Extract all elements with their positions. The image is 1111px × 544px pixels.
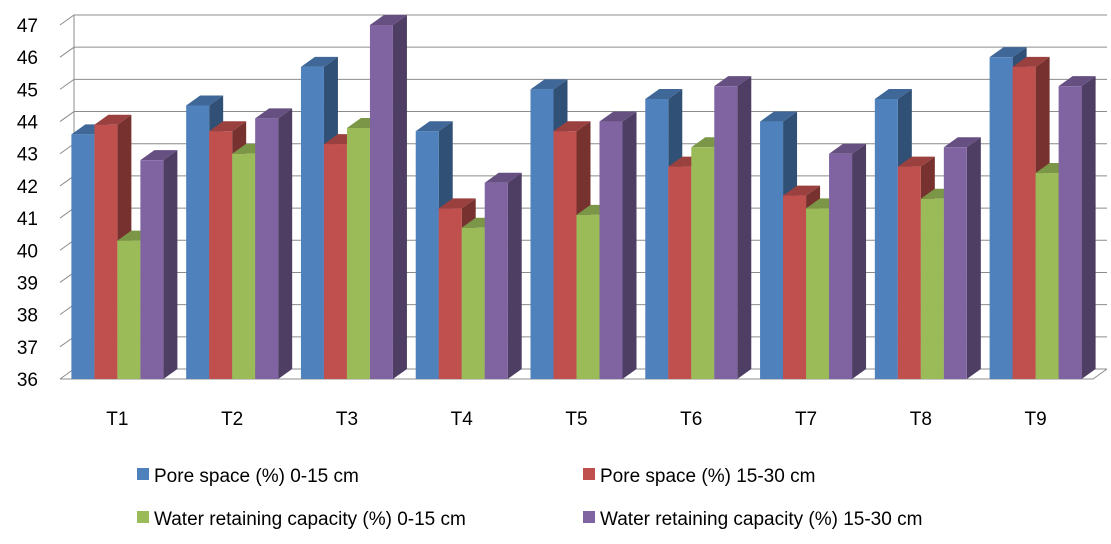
legend-item: Water retaining capacity (%) 0-15 cm bbox=[137, 509, 466, 530]
bar bbox=[714, 76, 752, 380]
gridline bbox=[59, 46, 1107, 58]
y-tick-label: 41 bbox=[17, 209, 38, 230]
bar bbox=[255, 108, 293, 379]
x-tick-label: T8 bbox=[910, 409, 932, 430]
floor-edge bbox=[60, 368, 1108, 380]
bar bbox=[829, 143, 867, 379]
x-tick-label: T9 bbox=[1025, 409, 1047, 430]
bar bbox=[140, 150, 178, 379]
y-tick-label: 37 bbox=[17, 338, 38, 359]
x-tick-label: T7 bbox=[795, 409, 817, 430]
legend-label: Pore space (%) 0-15 cm bbox=[154, 466, 359, 487]
y-tick-label: 38 bbox=[17, 306, 38, 327]
gridline bbox=[59, 14, 1107, 26]
y-axis-ticks: 36 37 38 39 40 41 42 43 44 45 46 47 bbox=[17, 16, 39, 391]
bar bbox=[599, 111, 637, 379]
y-tick-label: 36 bbox=[17, 370, 38, 391]
y-tick-label: 40 bbox=[17, 241, 38, 262]
legend-swatch bbox=[137, 468, 149, 480]
legend-item: Water retaining capacity (%) 15-30 cm bbox=[583, 509, 922, 530]
x-tick-label: T4 bbox=[451, 409, 474, 430]
x-tick-label: T5 bbox=[565, 409, 587, 430]
y-tick-label: 42 bbox=[17, 177, 38, 198]
bar bbox=[943, 137, 981, 379]
x-axis-ticks: T1 T2 T3 T4 T5 T6 T7 T8 T9 bbox=[106, 409, 1046, 430]
x-tick-label: T2 bbox=[221, 409, 243, 430]
gridline bbox=[59, 78, 1107, 90]
y-tick-label: 43 bbox=[17, 145, 38, 166]
y-tick-label: 45 bbox=[17, 80, 38, 101]
y-tick-label: 39 bbox=[17, 273, 38, 294]
y-tick-label: 44 bbox=[17, 113, 39, 134]
legend-swatch bbox=[583, 511, 595, 523]
x-tick-label: T3 bbox=[336, 409, 358, 430]
y-tick-label: 46 bbox=[17, 48, 38, 69]
y-tick-label: 47 bbox=[17, 16, 38, 37]
legend-item: Pore space (%) 0-15 cm bbox=[137, 466, 359, 487]
bar bbox=[369, 15, 407, 379]
bar bbox=[484, 172, 522, 379]
legend-swatch bbox=[137, 511, 149, 523]
x-tick-label: T1 bbox=[106, 409, 128, 430]
bars bbox=[71, 15, 1096, 380]
legend-label: Water retaining capacity (%) 15-30 cm bbox=[600, 509, 922, 530]
legend: Pore space (%) 0-15 cm Pore space (%) 15-… bbox=[137, 466, 922, 530]
legend-swatch bbox=[583, 468, 595, 480]
x-tick-label: T6 bbox=[680, 409, 702, 430]
legend-item: Pore space (%) 15-30 cm bbox=[583, 466, 815, 487]
legend-label: Pore space (%) 15-30 cm bbox=[600, 466, 815, 487]
bar bbox=[1058, 76, 1096, 380]
legend-label: Water retaining capacity (%) 0-15 cm bbox=[154, 509, 466, 530]
